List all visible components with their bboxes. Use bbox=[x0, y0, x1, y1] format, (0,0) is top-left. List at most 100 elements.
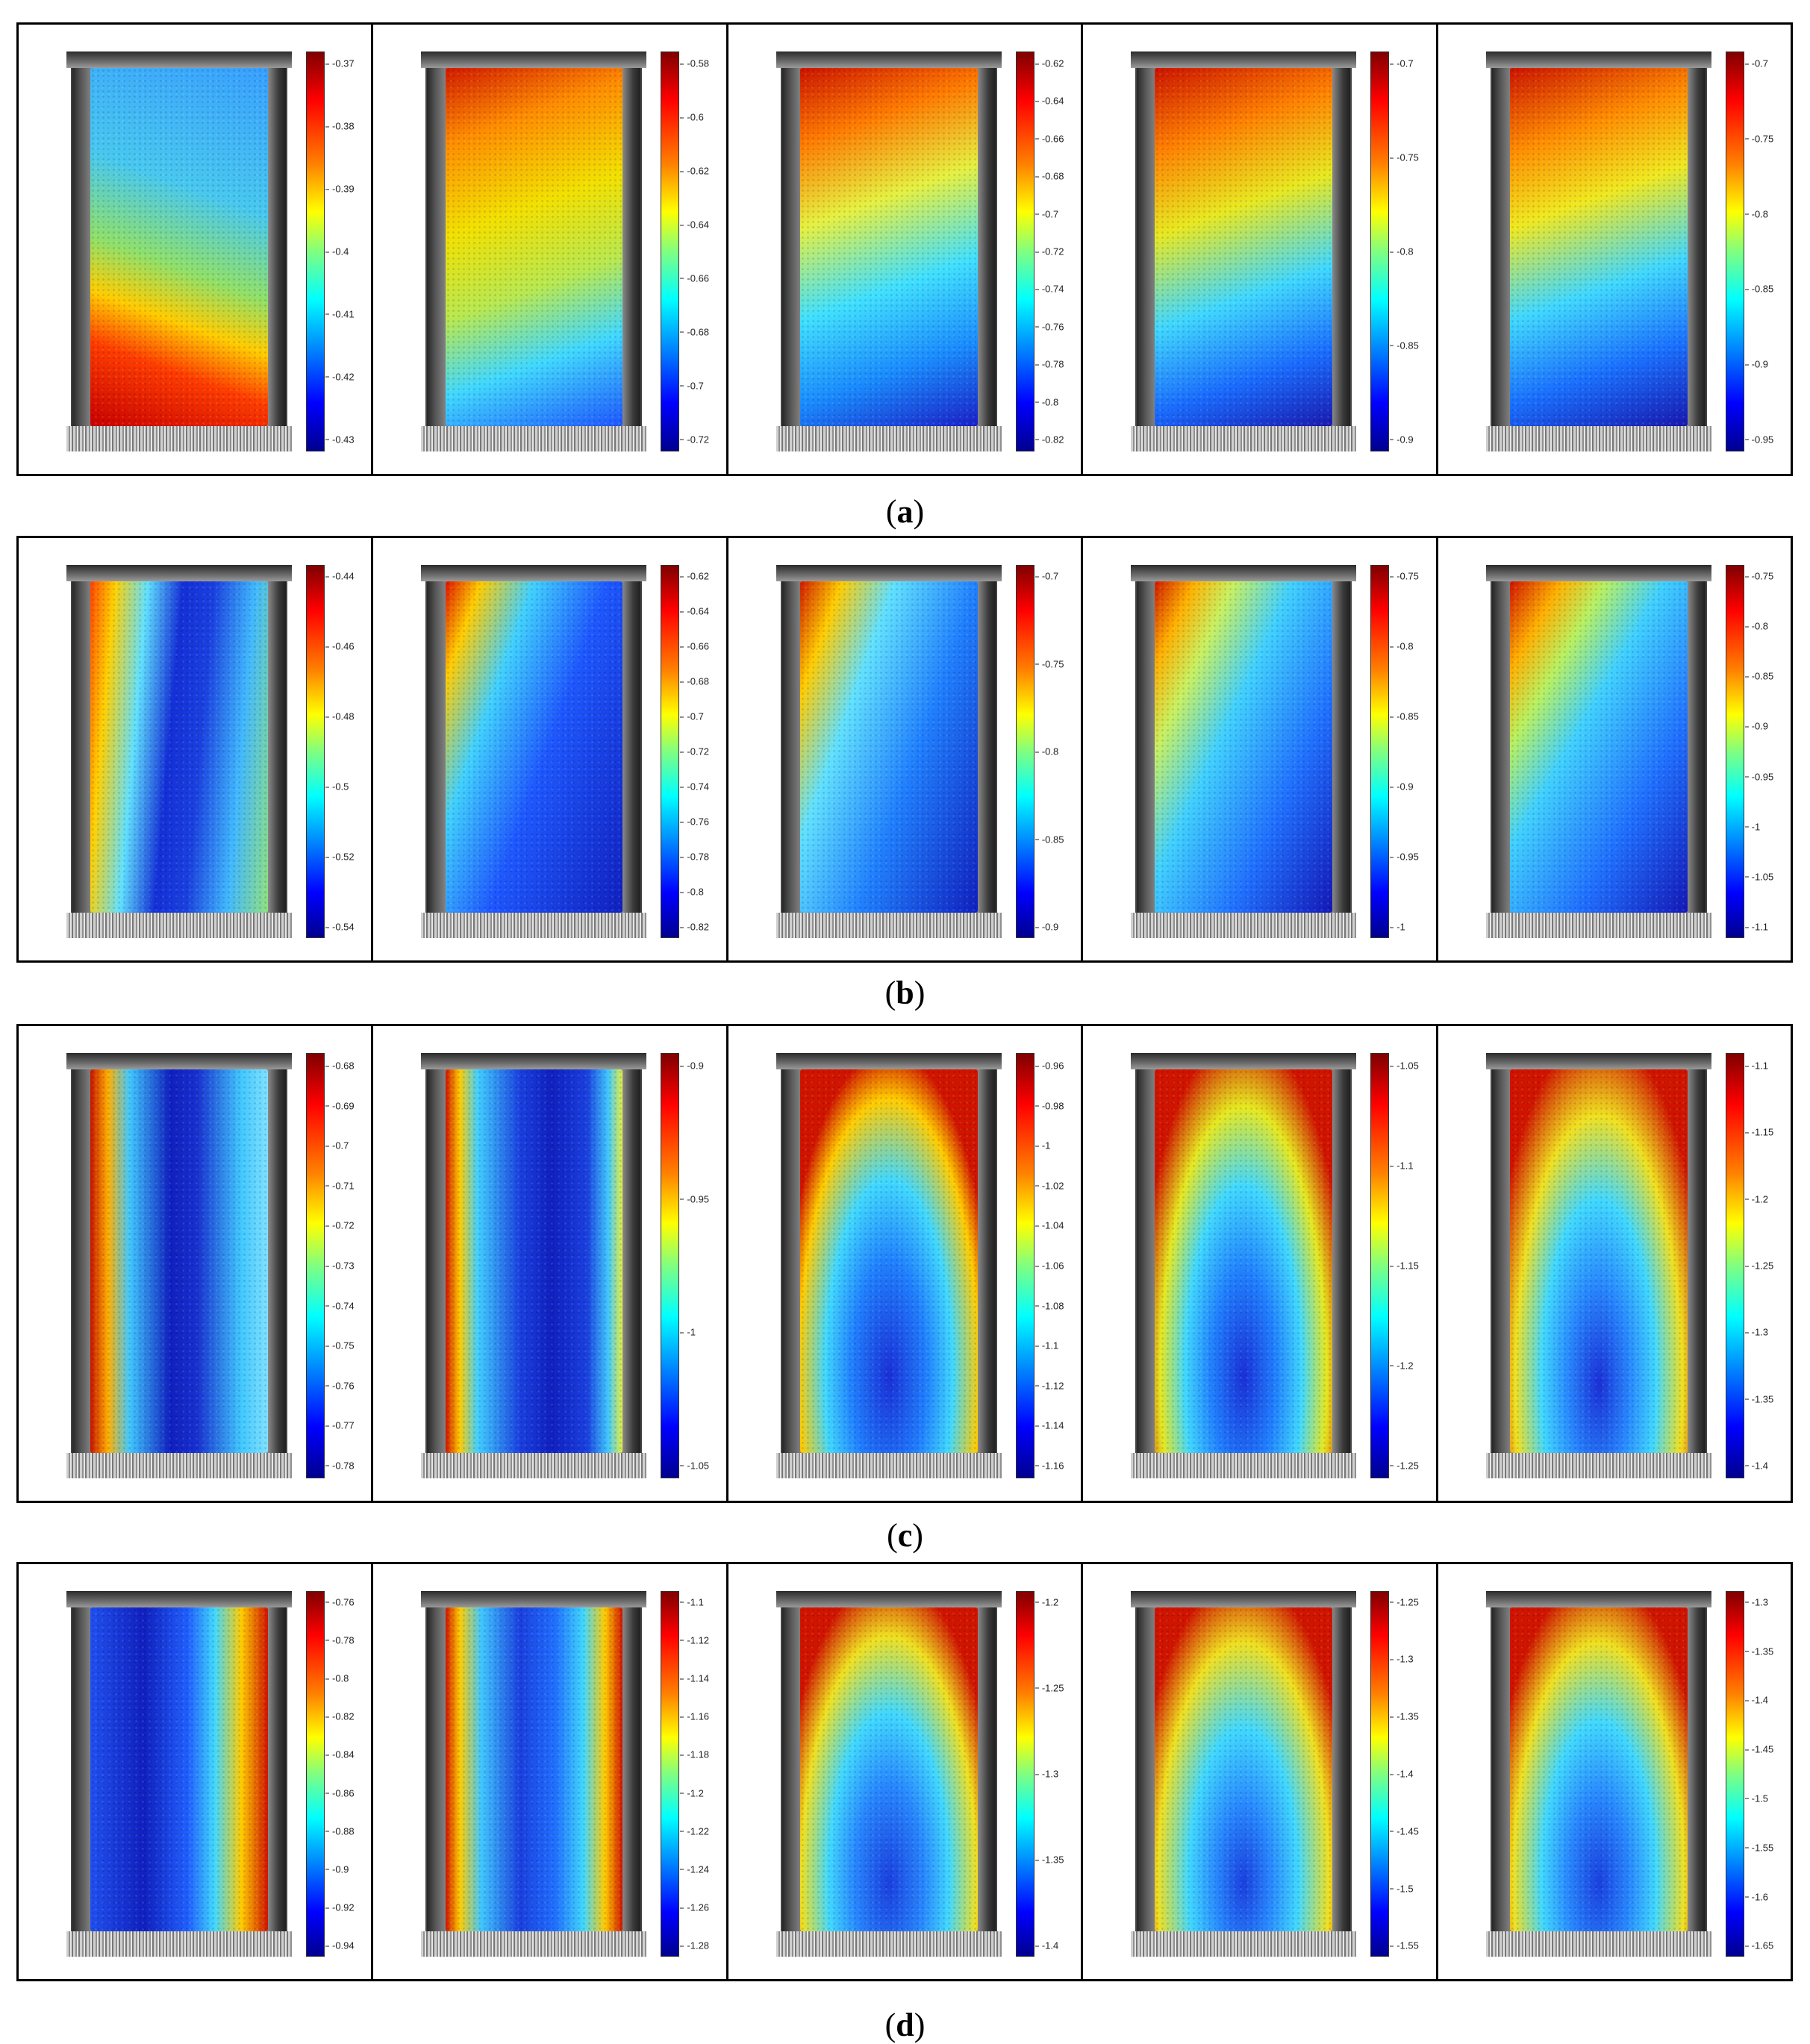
colorbar-tick-label: -0.92 bbox=[325, 1901, 355, 1913]
specimen-image bbox=[1131, 565, 1357, 938]
colorbar-tick-label: -0.64 bbox=[1034, 95, 1064, 107]
colorbar-tick-label: -0.8 bbox=[1390, 246, 1414, 257]
strain-field-map bbox=[1509, 1069, 1688, 1453]
specimen-image bbox=[421, 1591, 647, 1957]
colorbar-tick-label: -0.38 bbox=[325, 120, 355, 132]
colorbar-tick-label: -1.05 bbox=[1744, 871, 1774, 883]
colorbar-tick-label: -0.69 bbox=[325, 1100, 355, 1112]
panel-a-3: -0.62 -0.64 -0.66 -0.68 -0.7 -0.72 -0.74 -0.76 -… bbox=[725, 25, 1081, 474]
colorbar-tick-label: -0.43 bbox=[325, 434, 355, 446]
colorbar bbox=[1370, 565, 1390, 938]
specimen-image bbox=[1485, 565, 1711, 938]
colorbar bbox=[1725, 51, 1744, 451]
colorbar-tick-label: -1.08 bbox=[1034, 1300, 1064, 1312]
colorbar-tick-label: -0.96 bbox=[1034, 1060, 1064, 1072]
colorbar-tick-label: -1.28 bbox=[680, 1940, 710, 1951]
colorbar-tick-label: -1.2 bbox=[1034, 1596, 1059, 1608]
colorbar-tick-label: -0.8 bbox=[680, 886, 704, 898]
colorbar-tick-label: -0.9 bbox=[680, 1060, 704, 1072]
colorbar-tick-label: -1.25 bbox=[1034, 1682, 1064, 1694]
colorbar-tick-label: -0.86 bbox=[325, 1787, 355, 1799]
colorbar bbox=[661, 1053, 680, 1478]
panel-a-4: -0.7 -0.75 -0.8 -0.85 -0.9 bbox=[1081, 25, 1435, 474]
panel-a-2: -0.58 -0.6 -0.62 -0.64 -0.66 -0.68 -0.7 -0.72 bbox=[371, 25, 725, 474]
colorbar-tick-label: -0.44 bbox=[325, 570, 355, 582]
colorbar bbox=[306, 1053, 325, 1478]
colorbar-tick-label: -0.78 bbox=[680, 851, 710, 863]
strain-field-map bbox=[90, 1069, 268, 1453]
colorbar-tick-label: -1.4 bbox=[1744, 1694, 1769, 1706]
colorbar-tick-label: -1.2 bbox=[1390, 1360, 1414, 1372]
strain-field-map bbox=[90, 1607, 268, 1931]
colorbar-tick-label: -1 bbox=[680, 1326, 696, 1338]
colorbar-tick-label: -0.73 bbox=[325, 1260, 355, 1272]
colorbar-tick-label: -0.66 bbox=[680, 640, 710, 652]
colorbar-tick-label: -1.35 bbox=[1034, 1854, 1064, 1866]
panel-row-a: -0.37 -0.38 -0.39 -0.4 -0.41 -0.42 -0.43 -0.58-… bbox=[16, 22, 1793, 476]
colorbar-tick-label: -0.72 bbox=[1034, 246, 1064, 257]
colorbar-tick-label: -1.6 bbox=[1744, 1891, 1769, 1902]
colorbar-tick-label: -1.25 bbox=[1744, 1260, 1774, 1272]
specimen-image bbox=[1485, 1053, 1711, 1478]
colorbar-tick-label: -0.84 bbox=[325, 1748, 355, 1760]
colorbar-tick-label: -0.52 bbox=[325, 851, 355, 863]
strain-field-map bbox=[1155, 68, 1333, 426]
colorbar-tick-label: -1.5 bbox=[1390, 1883, 1414, 1895]
panel-c-3: -0.96 -0.98 -1 -1.02 -1.04 -1.06 -1.08 -1.1 -1.1… bbox=[725, 1026, 1081, 1501]
panel-b-1: -0.44 -0.46 -0.48 -0.5 -0.52 -0.54 bbox=[19, 538, 371, 960]
colorbar-tick-label: -0.85 bbox=[1744, 670, 1774, 682]
specimen-image bbox=[421, 565, 647, 938]
colorbar-tick-label: -0.78 bbox=[325, 1460, 355, 1472]
colorbar-tick-label: -1.45 bbox=[1744, 1743, 1774, 1755]
colorbar-tick-label: -0.76 bbox=[680, 816, 710, 828]
colorbar-tick-label: -1.2 bbox=[680, 1787, 704, 1799]
colorbar-tick-label: -1.12 bbox=[1034, 1380, 1064, 1392]
colorbar-tick-label: -1.55 bbox=[1744, 1842, 1774, 1854]
strain-field-map bbox=[445, 1607, 623, 1931]
row-caption: (a) bbox=[885, 493, 925, 530]
colorbar-tick-label: -0.9 bbox=[1744, 720, 1769, 732]
colorbar-tick-label: -0.48 bbox=[325, 710, 355, 722]
colorbar bbox=[1015, 51, 1034, 451]
panel-d-5: -1.3 -1.35 -1.4 -1.45 -1.5 -1.55 -1.6 -1.65 bbox=[1435, 1564, 1791, 1979]
colorbar-tick-label: -1.22 bbox=[680, 1825, 710, 1837]
colorbar-tick-label: -1.05 bbox=[680, 1460, 710, 1472]
colorbar-tick-label: -1.35 bbox=[1744, 1645, 1774, 1657]
colorbar-tick-label: -1.15 bbox=[1390, 1260, 1419, 1272]
colorbar-tick-label: -0.66 bbox=[680, 272, 710, 284]
colorbar-tick-label: -0.75 bbox=[1744, 133, 1774, 145]
colorbar-tick-label: -1 bbox=[1390, 921, 1405, 933]
colorbar-tick-label: -0.75 bbox=[1034, 658, 1064, 669]
strain-field-map bbox=[799, 1069, 978, 1453]
colorbar bbox=[1370, 1053, 1390, 1478]
colorbar-tick-label: -1.14 bbox=[1034, 1419, 1064, 1431]
colorbar-tick-label: -0.7 bbox=[325, 1140, 349, 1151]
panel-b-2: -0.62 -0.64 -0.66 -0.68 -0.7 -0.72 -0.74 -0.76 -… bbox=[371, 538, 725, 960]
colorbar-tick-label: -0.62 bbox=[680, 570, 710, 582]
row-caption: (d) bbox=[884, 2007, 926, 2043]
colorbar-tick-label: -0.68 bbox=[1034, 170, 1064, 182]
colorbar-tick-label: -0.9 bbox=[1390, 781, 1414, 793]
strain-field-map bbox=[445, 68, 623, 426]
specimen-image bbox=[1485, 1591, 1711, 1957]
colorbar-tick-label: -0.64 bbox=[680, 605, 710, 617]
panel-row-c: -0.68 -0.69 -0.7 -0.71 -0.72 -0.73 -0.74 -0.75 -… bbox=[16, 1024, 1793, 1503]
colorbar-tick-label: -1.15 bbox=[1744, 1126, 1774, 1138]
colorbar-tick-label: -0.6 bbox=[680, 111, 704, 123]
colorbar-tick-label: -1.4 bbox=[1390, 1768, 1414, 1780]
colorbar bbox=[306, 1591, 325, 1957]
colorbar bbox=[1015, 565, 1034, 938]
colorbar-tick-label: -0.85 bbox=[1744, 283, 1774, 295]
strain-field-map bbox=[1509, 68, 1688, 426]
panel-a-5: -0.7 -0.75 -0.8 -0.85 -0.9 -0.95 bbox=[1435, 25, 1791, 474]
panel-c-4: -1.05 -1.1 -1.15 -1.2 -1.25 bbox=[1081, 1026, 1435, 1501]
specimen-image bbox=[1131, 1053, 1357, 1478]
colorbar-tick-label: -1.3 bbox=[1034, 1768, 1059, 1780]
colorbar-tick-label: -1.55 bbox=[1390, 1940, 1419, 1951]
panel-row-d: -0.76 -0.78 -0.8 -0.82 -0.84 -0.86 -0.88 -0.9 -0… bbox=[16, 1562, 1793, 1981]
colorbar-tick-label: -0.82 bbox=[325, 1710, 355, 1722]
strain-field-map bbox=[1509, 581, 1688, 913]
colorbar-tick-label: -0.4 bbox=[325, 246, 349, 257]
row-caption-label: c bbox=[897, 1517, 913, 1554]
colorbar-tick-label: -1.14 bbox=[680, 1672, 710, 1684]
